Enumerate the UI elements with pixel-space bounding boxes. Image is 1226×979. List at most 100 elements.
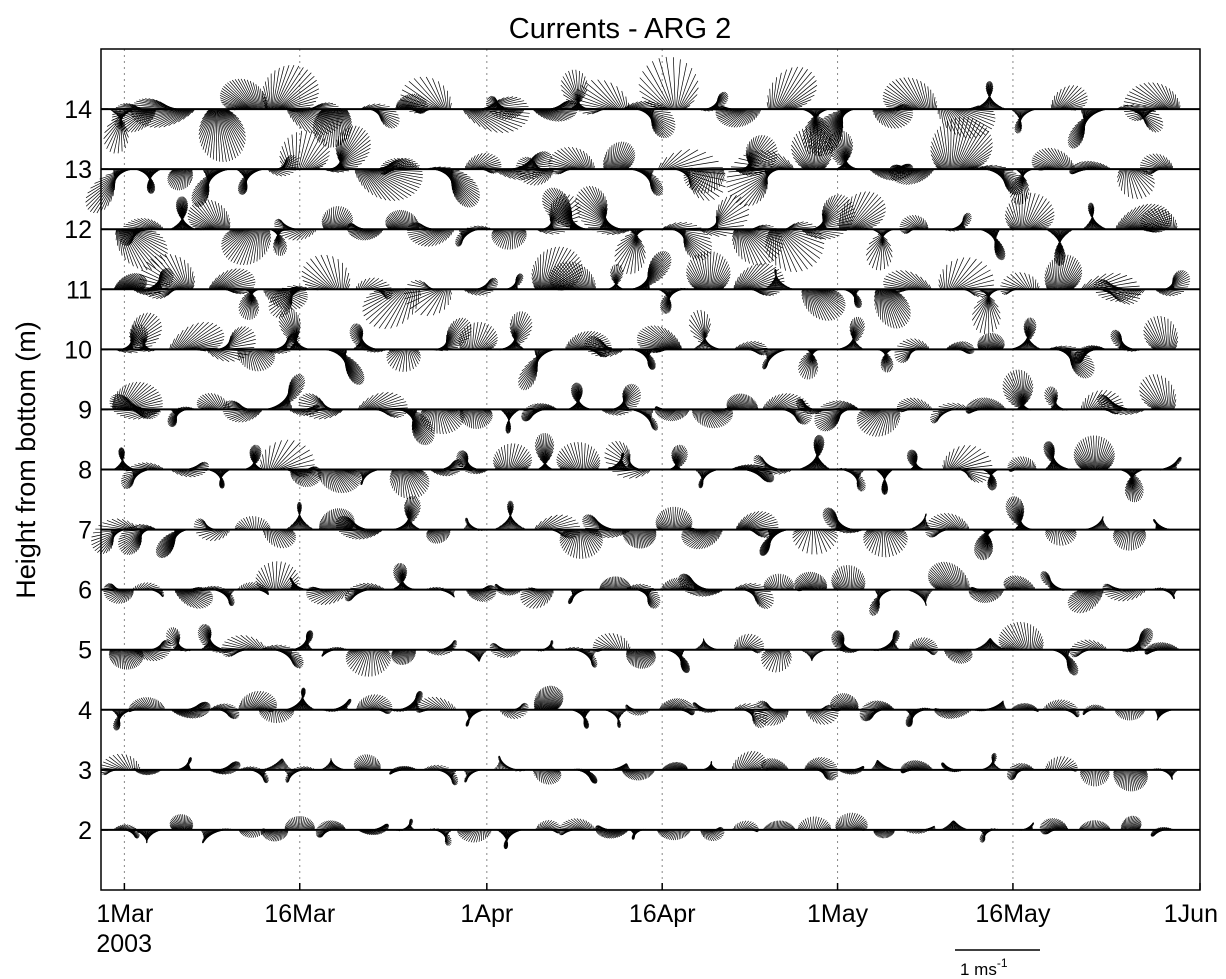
current-stick	[737, 821, 741, 831]
current-stick	[487, 829, 491, 835]
current-stick	[568, 819, 584, 831]
current-stick	[820, 821, 829, 831]
current-stick	[965, 577, 968, 590]
current-stick	[169, 823, 179, 831]
current-stick	[703, 829, 706, 839]
current-stick	[744, 823, 756, 831]
current-stick	[669, 829, 675, 840]
current-stick	[1095, 769, 1097, 787]
current-stick	[660, 829, 669, 836]
current-stick	[468, 829, 477, 842]
current-stick	[835, 823, 841, 831]
current-stick	[671, 829, 676, 841]
current-stick	[476, 829, 480, 843]
current-stick	[884, 829, 886, 839]
current-stick	[545, 823, 559, 831]
current-stick	[807, 817, 811, 830]
current-stick	[287, 820, 294, 831]
current-stick	[203, 829, 207, 838]
current-stick	[887, 829, 890, 838]
current-stick	[169, 825, 178, 831]
current-stick	[169, 824, 178, 831]
current-stick	[705, 829, 712, 842]
current-stick	[792, 827, 795, 831]
current-stick	[790, 826, 794, 831]
current-stick	[786, 823, 791, 831]
current-stick	[778, 820, 782, 830]
current-stick	[738, 637, 740, 650]
stick-row	[101, 561, 1200, 616]
current-stick	[764, 827, 767, 831]
current-stick	[285, 829, 289, 834]
current-stick	[180, 814, 184, 830]
current-stick	[411, 826, 414, 831]
current-stick	[445, 829, 450, 838]
current-stick	[395, 829, 398, 831]
current-stick	[657, 829, 666, 833]
current-stick	[292, 817, 297, 831]
current-stick	[286, 821, 293, 831]
current-stick	[119, 824, 131, 831]
current-stick	[591, 649, 594, 658]
current-stick	[334, 820, 342, 831]
current-stick	[616, 576, 618, 590]
current-stick	[284, 825, 290, 831]
current-stick	[701, 829, 704, 836]
current-stick	[361, 829, 371, 835]
current-stick	[835, 828, 838, 831]
current-stick	[887, 829, 891, 837]
current-stick	[687, 829, 690, 833]
current-stick	[622, 829, 627, 836]
current-stick	[777, 573, 780, 590]
current-stick	[765, 825, 769, 831]
current-stick	[132, 829, 135, 835]
current-stick	[284, 829, 288, 835]
current-stick	[483, 829, 487, 839]
current-stick	[627, 829, 629, 832]
current-stick	[851, 817, 865, 831]
current-stick	[187, 821, 193, 831]
current-stick	[855, 824, 868, 831]
current-stick	[625, 829, 628, 833]
current-stick	[463, 829, 474, 841]
current-stick	[823, 825, 831, 831]
current-stick	[777, 820, 780, 830]
current-stick	[274, 709, 278, 724]
current-stick	[116, 518, 134, 530]
current-stick	[824, 826, 831, 831]
current-stick	[326, 820, 340, 831]
current-stick	[261, 829, 272, 833]
current-stick	[478, 829, 481, 842]
current-stick	[428, 828, 432, 831]
current-stick	[676, 829, 679, 840]
current-stick	[840, 816, 844, 830]
current-stick	[559, 827, 579, 831]
current-stick	[173, 816, 182, 831]
chart-title: Currents - ARG 2	[509, 13, 731, 45]
current-stick	[241, 829, 249, 835]
stick-row	[101, 621, 1200, 677]
current-stick	[700, 829, 703, 834]
current-stick	[178, 814, 184, 831]
current-stick	[779, 820, 783, 831]
current-stick	[332, 820, 341, 831]
current-stick	[837, 819, 842, 831]
current-stick	[838, 818, 843, 831]
current-stick	[358, 829, 362, 833]
current-stick	[821, 823, 830, 831]
current-stick	[744, 638, 761, 651]
current-stick	[782, 821, 787, 831]
current-stick	[342, 825, 345, 831]
current-stick	[363, 829, 375, 836]
current-stick	[293, 816, 298, 830]
current-stick	[766, 824, 770, 831]
current-stick	[772, 821, 775, 830]
current-stick	[963, 572, 965, 590]
current-stick	[738, 820, 744, 831]
current-stick	[754, 829, 757, 832]
current-stick	[306, 820, 312, 831]
current-stick	[736, 639, 739, 650]
current-stick	[804, 818, 810, 831]
current-stick	[270, 829, 279, 842]
current-stick	[290, 818, 296, 831]
